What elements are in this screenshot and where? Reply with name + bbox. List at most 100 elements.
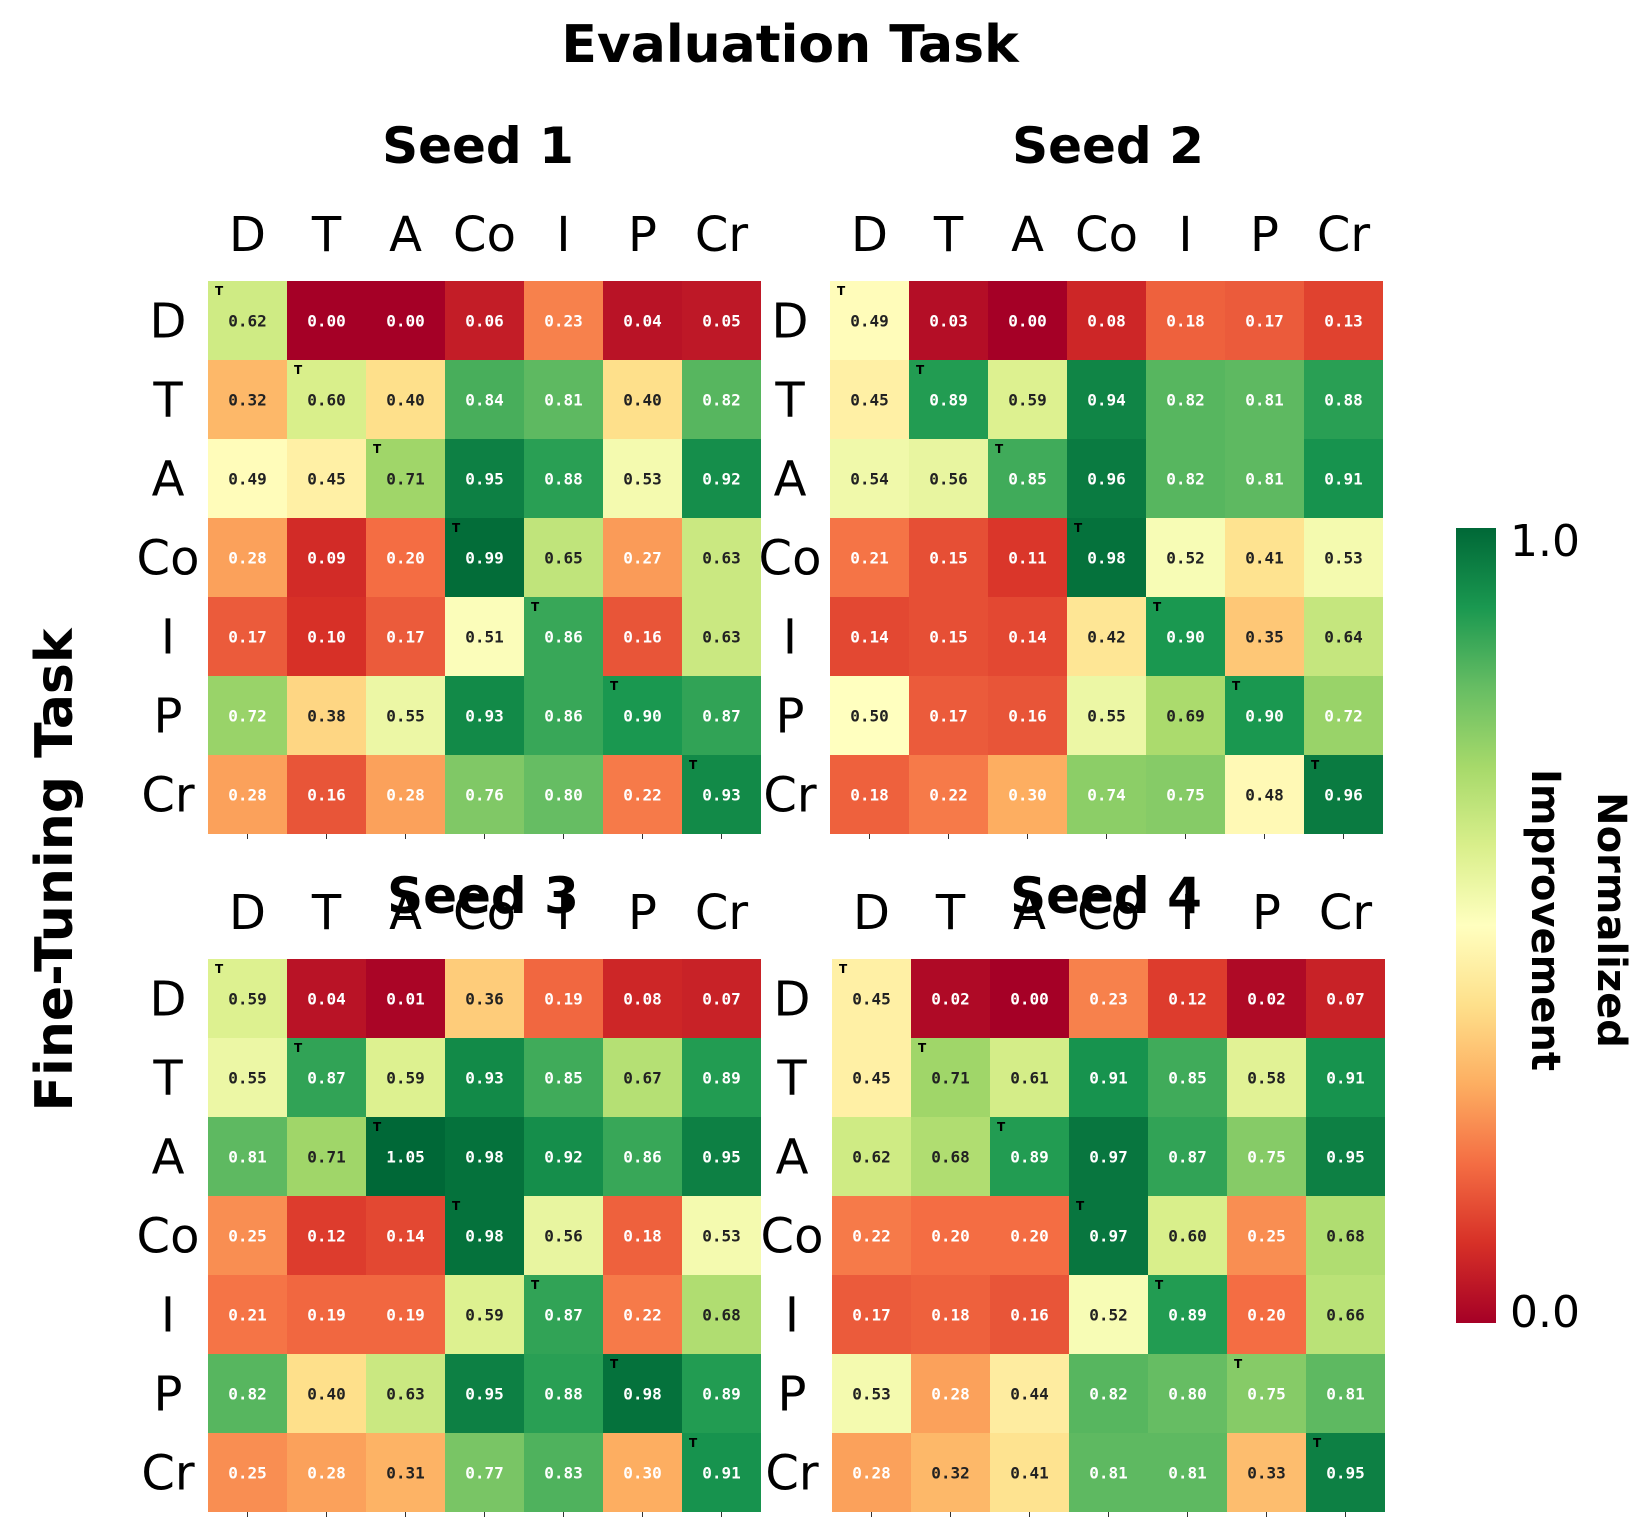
heatmap-cell [682,1433,761,1512]
heatmap-cell [909,518,988,597]
row-label: I [161,1288,175,1344]
heatmap-cell [208,1196,287,1275]
cell-value-label: 0.50 [850,707,889,726]
row-label: T [152,373,183,429]
column-label: D [229,207,266,263]
column-label: Co [1077,885,1140,941]
cell-value-label: 0.66 [1326,1306,1365,1325]
cell-value-label: 0.20 [386,549,425,568]
heatmap-cell [524,1038,603,1117]
cell-value-label: 0.08 [1087,312,1126,331]
cell-value-label: 0.95 [702,1148,741,1167]
diagonal-marker: T [373,442,382,456]
cell-value-label: 0.68 [702,1306,741,1325]
cell-value-label: 0.91 [1089,1069,1128,1088]
heatmap-cell [287,1196,366,1275]
row-label: A [774,452,807,508]
cell-value-label: 0.89 [702,1385,741,1404]
cell-value-label: 0.90 [1245,707,1284,726]
colorbar: 1.0 0.0 Normalized Improvement [1456,516,1634,1338]
heatmap-cell [603,1038,682,1117]
cell-value-label: 0.01 [386,990,425,1009]
cell-value-label: 0.84 [465,391,504,410]
cell-value-label: 0.10 [307,628,346,647]
heatmap-cell [287,597,366,676]
cell-value-label: 0.17 [1245,312,1284,331]
heatmap-cell [1146,360,1225,439]
cell-value-label: 0.59 [1008,391,1047,410]
cell-value-label: 0.55 [386,707,425,726]
cell-value-label: 0.61 [1010,1069,1049,1088]
cell-value-label: 0.09 [307,549,346,568]
cell-value-label: 0.59 [386,1069,425,1088]
heatmap-cell [682,959,761,1038]
cell-value-label: 0.72 [1324,707,1363,726]
row-label: I [161,610,175,666]
heatmap-cell [1146,439,1225,518]
column-label: I [556,207,570,263]
heatmap-cell [1304,360,1383,439]
heatmap-cell [1306,1196,1385,1275]
cell-value-label: 0.18 [623,1227,662,1246]
cell-value-label: 0.98 [623,1385,662,1404]
heatmap-cell [208,676,287,755]
heatmap-cell [1148,1117,1227,1196]
heatmap-cell [988,597,1067,676]
diagonal-marker: T [1074,521,1083,535]
heatmap-cell [911,1196,990,1275]
heatmap-cell [603,1354,682,1433]
cell-value-label: 0.41 [1010,1464,1049,1483]
column-label: I [556,885,570,941]
cell-value-label: 0.80 [544,786,583,805]
cell-value-label: 0.21 [228,1306,267,1325]
cell-value-label: 0.28 [386,786,425,805]
heatmap-cell [445,1196,524,1275]
colorbar-label-line2: Improvement [1522,769,1568,1071]
heatmap-cell [988,518,1067,597]
cell-value-label: 0.76 [465,786,504,805]
cell-value-label: 0.91 [702,1464,741,1483]
cell-value-label: 0.85 [1008,470,1047,489]
heatmap-cell [366,1433,445,1512]
heatmap-cell [1306,1275,1385,1354]
heatmap-cell [524,676,603,755]
heatmap-cell [366,1275,445,1354]
cell-value-label: 0.89 [702,1069,741,1088]
heatmap-cell [1067,281,1146,360]
heatmap-cell [366,1117,445,1196]
cell-value-label: 0.25 [228,1227,267,1246]
cell-value-label: 0.15 [929,549,968,568]
cell-value-label: 0.41 [1245,549,1284,568]
heatmap-cell [1227,1433,1306,1512]
heatmap-cell [1304,676,1383,755]
diagonal-marker: T [1313,1436,1322,1450]
heatmap-cell [366,360,445,439]
heatmap-cell [988,281,1067,360]
cell-value-label: 0.88 [544,470,583,489]
cell-value-label: 0.98 [465,1148,504,1167]
cell-value-label: 0.11 [1008,549,1047,568]
cell-value-label: 0.91 [1324,470,1363,489]
heatmap-cell [1304,597,1383,676]
heatmap-cell [524,281,603,360]
colorbar-gradient [1456,528,1496,1323]
cell-value-label: 0.95 [1326,1148,1365,1167]
column-label: I [1180,885,1194,941]
row-label: P [778,1367,807,1423]
cell-value-label: 0.63 [386,1385,425,1404]
cell-value-label: 0.86 [544,707,583,726]
heatmap-cell [911,1117,990,1196]
cell-value-label: 0.00 [307,312,346,331]
heatmap-cell [682,755,761,834]
heatmap-cell [682,518,761,597]
cell-value-label: 0.88 [1324,391,1363,410]
heatmap-cell [208,755,287,834]
column-label: A [389,207,422,263]
cell-value-label: 0.45 [852,990,891,1009]
cell-value-label: 0.22 [852,1227,891,1246]
heatmap-cell [682,281,761,360]
cell-value-label: 0.30 [1008,786,1047,805]
cell-value-label: 0.65 [544,549,583,568]
heatmap-cell [682,1354,761,1433]
